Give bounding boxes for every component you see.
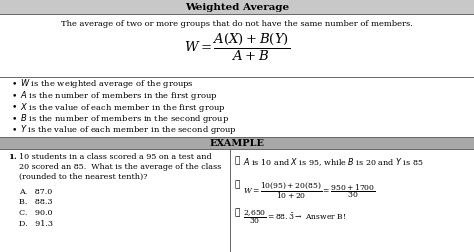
- Text: ✓: ✓: [235, 208, 240, 217]
- Text: $X$ is the value of each member in the first group: $X$ is the value of each member in the f…: [20, 101, 226, 113]
- Text: •: •: [11, 79, 17, 88]
- Text: $B$ is the number of members in the second group: $B$ is the number of members in the seco…: [20, 112, 229, 125]
- Text: $A$ is 10 and $X$ is 95, while $B$ is 20 and $Y$ is 85: $A$ is 10 and $X$ is 95, while $B$ is 20…: [243, 156, 423, 168]
- Text: EXAMPLE: EXAMPLE: [210, 139, 264, 147]
- Text: (rounded to the nearest tenth)?: (rounded to the nearest tenth)?: [19, 173, 147, 181]
- Bar: [0, 149, 474, 252]
- Text: ✓: ✓: [235, 156, 240, 165]
- Bar: [0, 14, 474, 77]
- Text: ✓: ✓: [235, 180, 240, 189]
- Text: •: •: [11, 125, 17, 135]
- Bar: [0, 77, 474, 137]
- Text: The average of two or more groups that do not have the same number of members.: The average of two or more groups that d…: [61, 20, 413, 28]
- Text: A.   87.0: A. 87.0: [19, 188, 52, 196]
- Text: •: •: [11, 103, 17, 111]
- Text: 10 students in a class scored a 95 on a test and: 10 students in a class scored a 95 on a …: [19, 153, 211, 161]
- Text: •: •: [11, 114, 17, 123]
- Text: •: •: [11, 91, 17, 100]
- Text: $\dfrac{2{,}650}{30} = 88.\bar{3} \rightarrow$ Answer B!: $\dfrac{2{,}650}{30} = 88.\bar{3} \right…: [243, 209, 346, 226]
- Text: $W$ is the weighted average of the groups: $W$ is the weighted average of the group…: [20, 78, 194, 90]
- Text: $W = \dfrac{10(95)+20(85)}{10+20} = \dfrac{950+1700}{30}$: $W = \dfrac{10(95)+20(85)}{10+20} = \dfr…: [243, 181, 375, 201]
- Bar: [0, 0, 474, 14]
- Text: 20 scored an 85.  What is the average of the class: 20 scored an 85. What is the average of …: [19, 163, 221, 171]
- Text: $Y$ is the value of each member in the second group: $Y$ is the value of each member in the s…: [20, 123, 237, 137]
- Text: Weighted Average: Weighted Average: [185, 3, 289, 12]
- Text: D.   91.3: D. 91.3: [19, 219, 53, 228]
- Text: B.   88.3: B. 88.3: [19, 199, 53, 206]
- Text: $W = \dfrac{A(X) + B(Y)}{A + B}$: $W = \dfrac{A(X) + B(Y)}{A + B}$: [184, 32, 290, 62]
- Text: $A$ is the number of members in the first group: $A$ is the number of members in the firs…: [20, 89, 218, 102]
- Text: C.   90.0: C. 90.0: [19, 209, 53, 217]
- Text: 1.: 1.: [8, 153, 17, 161]
- Bar: [0, 137, 474, 149]
